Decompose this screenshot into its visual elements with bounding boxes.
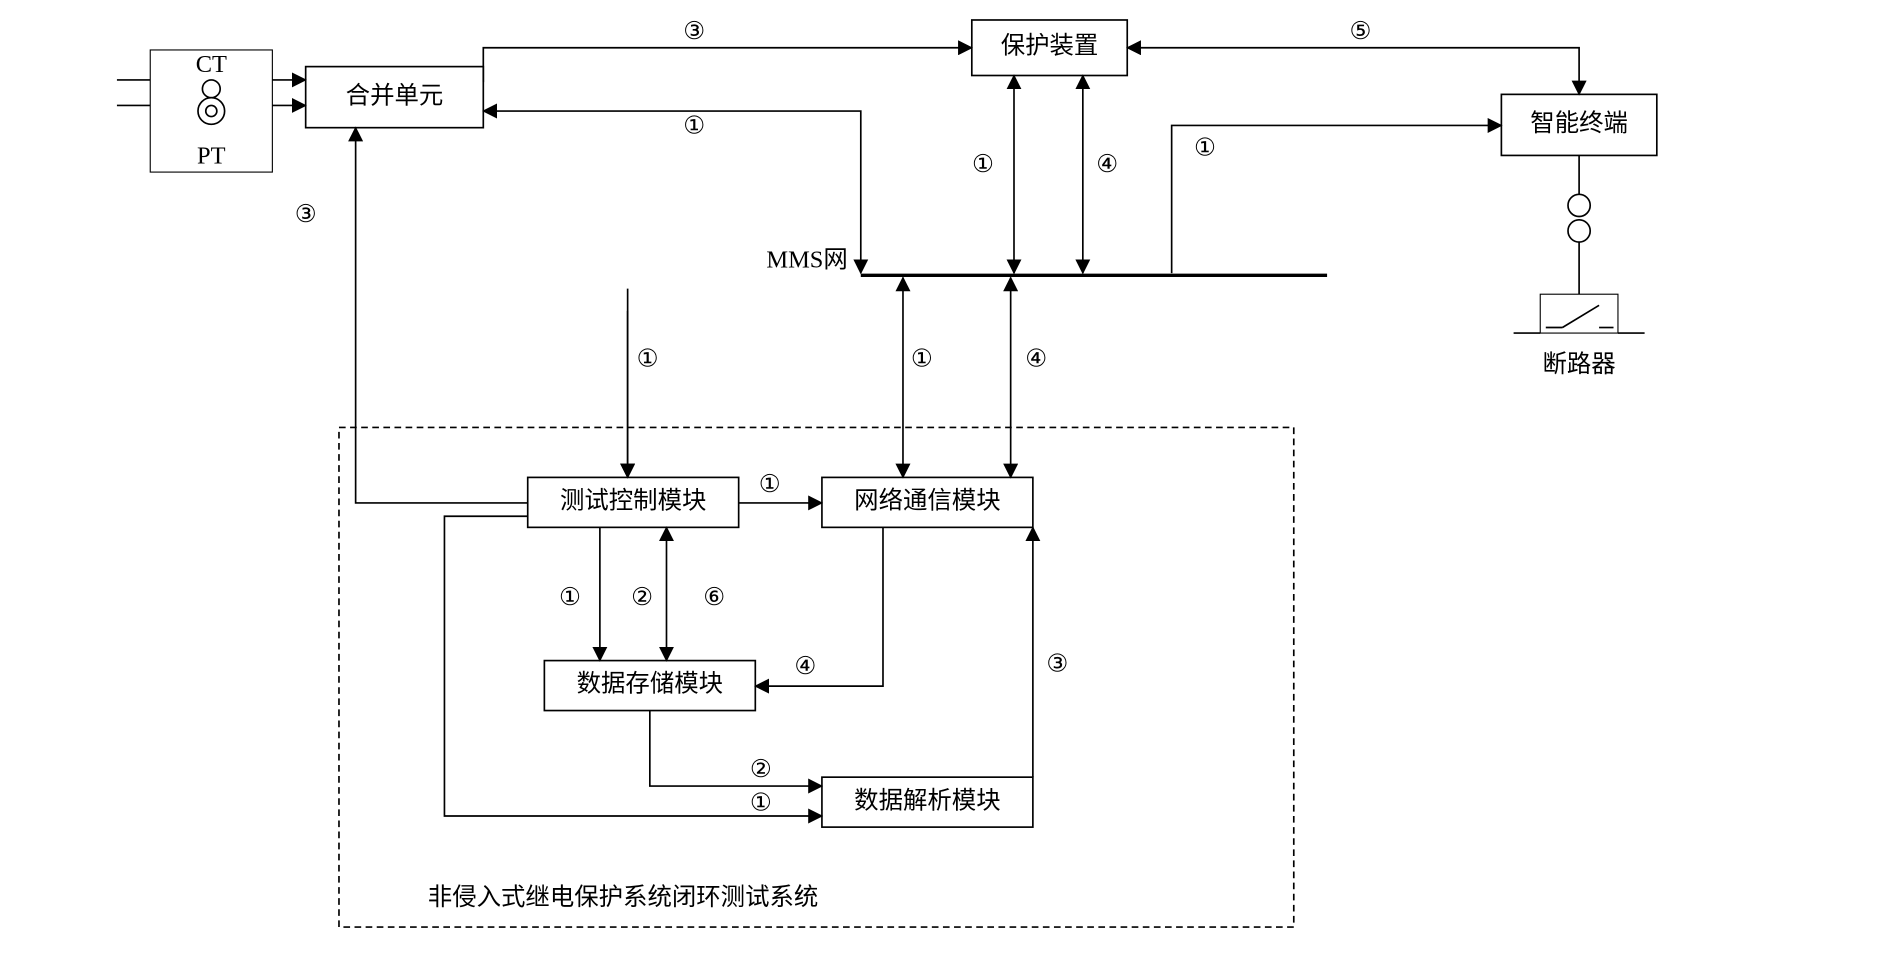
svg-text:④: ④ — [1025, 345, 1047, 372]
svg-text:①: ① — [750, 790, 772, 817]
svg-text:①: ① — [683, 112, 705, 139]
svg-text:③: ③ — [683, 18, 705, 45]
svg-text:⑥: ⑥ — [703, 584, 725, 611]
svg-text:①: ① — [911, 345, 933, 372]
ctpt-block: CT PT — [117, 50, 272, 172]
subsystem-label: 非侵入式继电保护系统闭环测试系统 — [428, 884, 819, 911]
merge-unit-label: 合并单元 — [346, 82, 444, 109]
svg-text:②: ② — [750, 756, 772, 783]
svg-text:①: ① — [559, 584, 581, 611]
svg-text:①: ① — [1194, 134, 1216, 161]
pt-label: PT — [197, 142, 226, 169]
edge-labels: ③ ⑤ ① ① ④ ① ③ ① ① ① ④ ① ② ⑥ ④ ③ ② ① — [295, 18, 1372, 817]
protect-label: 保护装置 — [1001, 32, 1099, 59]
data-parse-label: 数据解析模块 — [854, 787, 1000, 814]
svg-text:③: ③ — [295, 201, 317, 228]
system-diagram: CT PT 合并单元 保护装置 智能终端 断路器 MMS网 非侵入式继电保护系统… — [0, 0, 1877, 977]
smart-terminal-label: 智能终端 — [1530, 110, 1628, 137]
svg-text:①: ① — [972, 151, 994, 178]
svg-text:②: ② — [631, 584, 653, 611]
svg-text:④: ④ — [794, 653, 816, 680]
mms-bus-label: MMS网 — [766, 247, 847, 274]
svg-text:④: ④ — [1096, 151, 1118, 178]
edges-layer — [356, 48, 1579, 816]
net-comm-label: 网络通信模块 — [854, 488, 1000, 515]
svg-text:③: ③ — [1046, 651, 1068, 678]
breaker-label: 断路器 — [1542, 351, 1615, 378]
ct-label: CT — [196, 51, 227, 78]
svg-text:⑤: ⑤ — [1349, 18, 1371, 45]
svg-text:①: ① — [637, 345, 659, 372]
test-ctrl-label: 测试控制模块 — [560, 488, 706, 515]
svg-text:①: ① — [759, 471, 781, 498]
data-store-label: 数据存储模块 — [577, 671, 723, 698]
